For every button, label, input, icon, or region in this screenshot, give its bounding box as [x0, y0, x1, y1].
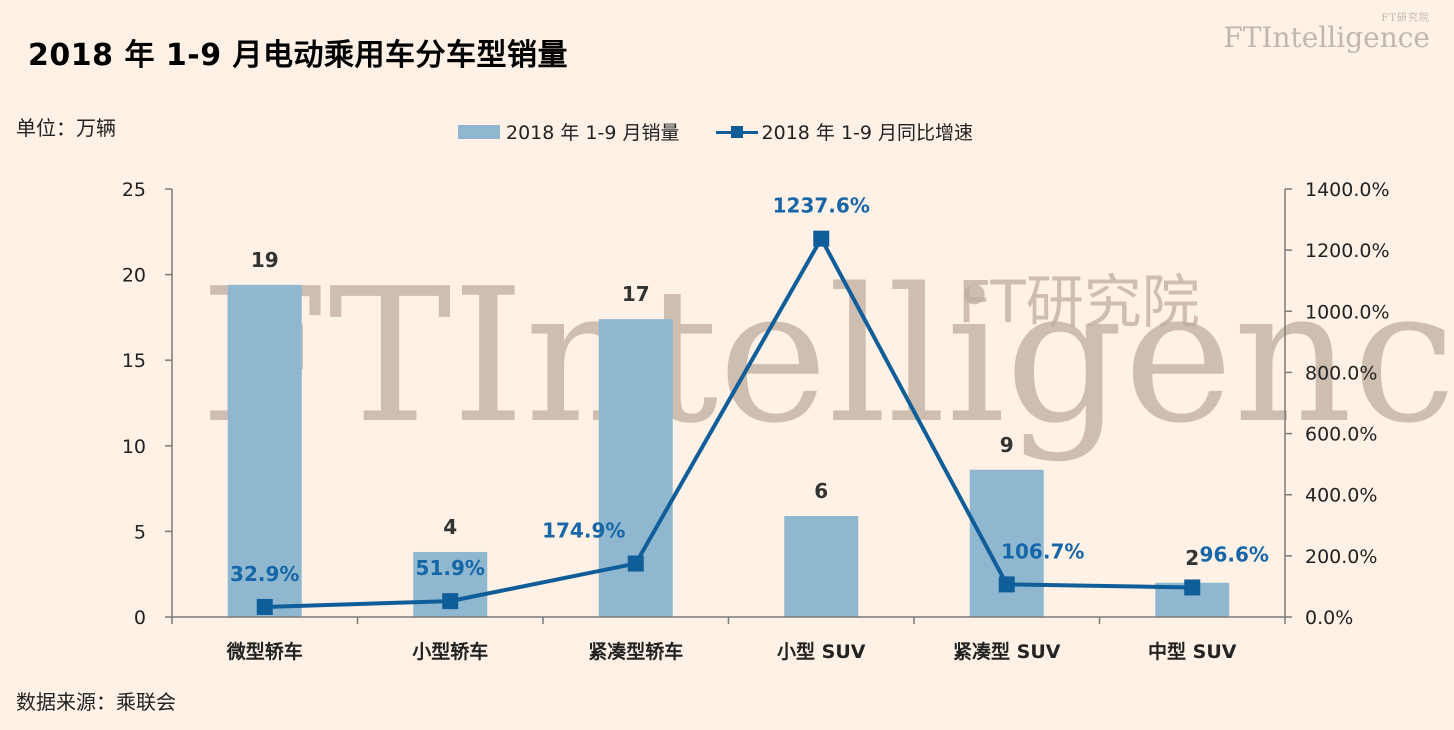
- watermark-en: FTIntelligence: [200, 248, 1454, 464]
- y-right-tick-label: 200.0%: [1305, 546, 1377, 568]
- legend-item-line: 2018 年 1-9 月同比增速: [715, 118, 974, 145]
- chart-legend: 2018 年 1-9 月销量 2018 年 1-9 月同比增速: [458, 118, 1009, 145]
- growth-value-label: 106.7%: [1001, 539, 1084, 563]
- bar-value-label: 4: [443, 515, 457, 539]
- y-right-tick-label: 800.0%: [1305, 362, 1377, 384]
- bar-value-label: 19: [251, 248, 279, 272]
- bar: [969, 469, 1044, 617]
- bar: [598, 319, 673, 617]
- legend-line-swatch: [715, 125, 758, 139]
- x-tick-label: 小型 SUV: [777, 640, 866, 663]
- source-label: 数据来源：乘联会: [16, 690, 176, 714]
- y-left-tick-label: 25: [122, 179, 146, 201]
- unit-label: 单位：万辆: [16, 116, 116, 140]
- legend-bar-swatch: [458, 124, 500, 139]
- y-left-tick-label: 15: [122, 350, 146, 372]
- bar-value-label: 2: [1185, 546, 1199, 570]
- y-right-tick-label: 400.0%: [1305, 485, 1377, 507]
- growth-point: [442, 593, 459, 610]
- x-tick-label: 微型轿车: [226, 640, 303, 663]
- chart-title: 2018 年 1-9 月电动乘用车分车型销量: [28, 38, 569, 73]
- brand-logo: FT研究院 FTIntelligence: [1223, 14, 1430, 52]
- y-left-tick-label: 10: [122, 436, 146, 458]
- watermark-cn: FT研究院: [958, 268, 1200, 336]
- y-left-tick-label: 5: [134, 521, 146, 543]
- y-right-tick-label: 1000.0%: [1305, 301, 1390, 323]
- bar-value-label: 6: [814, 479, 828, 503]
- y-right-tick-label: 1200.0%: [1305, 240, 1390, 262]
- legend-bar-label: 2018 年 1-9 月销量: [506, 122, 680, 144]
- y-left-tick-label: 20: [122, 265, 146, 287]
- growth-point: [627, 555, 644, 572]
- x-tick-label: 紧凑型 SUV: [953, 640, 1061, 663]
- brand-cn: FT研究院: [1381, 13, 1430, 24]
- growth-point: [1184, 579, 1201, 596]
- growth-point: [813, 230, 830, 247]
- bar-value-label: 17: [622, 282, 650, 306]
- y-right-tick-label: 600.0%: [1305, 424, 1377, 446]
- growth-value-label: 1237.6%: [773, 194, 870, 218]
- y-right-tick-label: 1400.0%: [1305, 179, 1390, 201]
- y-right-tick-label: 0.0%: [1305, 607, 1353, 629]
- growth-point: [998, 576, 1015, 593]
- growth-value-label: 51.9%: [416, 556, 485, 580]
- brand-en: FTIntelligence: [1223, 21, 1430, 54]
- growth-value-label: 32.9%: [230, 562, 299, 586]
- bar: [227, 284, 302, 617]
- x-tick-label: 紧凑型轿车: [588, 640, 683, 663]
- x-tick-label: 小型轿车: [412, 640, 488, 663]
- growth-line: [264, 236, 1193, 609]
- bar: [784, 515, 859, 617]
- x-tick-label: 中型 SUV: [1148, 640, 1237, 663]
- bar-value-label: 9: [1000, 433, 1014, 457]
- legend-item-bar: 2018 年 1-9 月销量: [458, 118, 680, 145]
- growth-point: [256, 598, 273, 615]
- y-left-tick-label: 0: [134, 607, 146, 629]
- legend-line-label: 2018 年 1-9 月同比增速: [761, 122, 974, 144]
- growth-value-label: 96.6%: [1200, 542, 1269, 566]
- growth-value-label: 174.9%: [542, 519, 625, 543]
